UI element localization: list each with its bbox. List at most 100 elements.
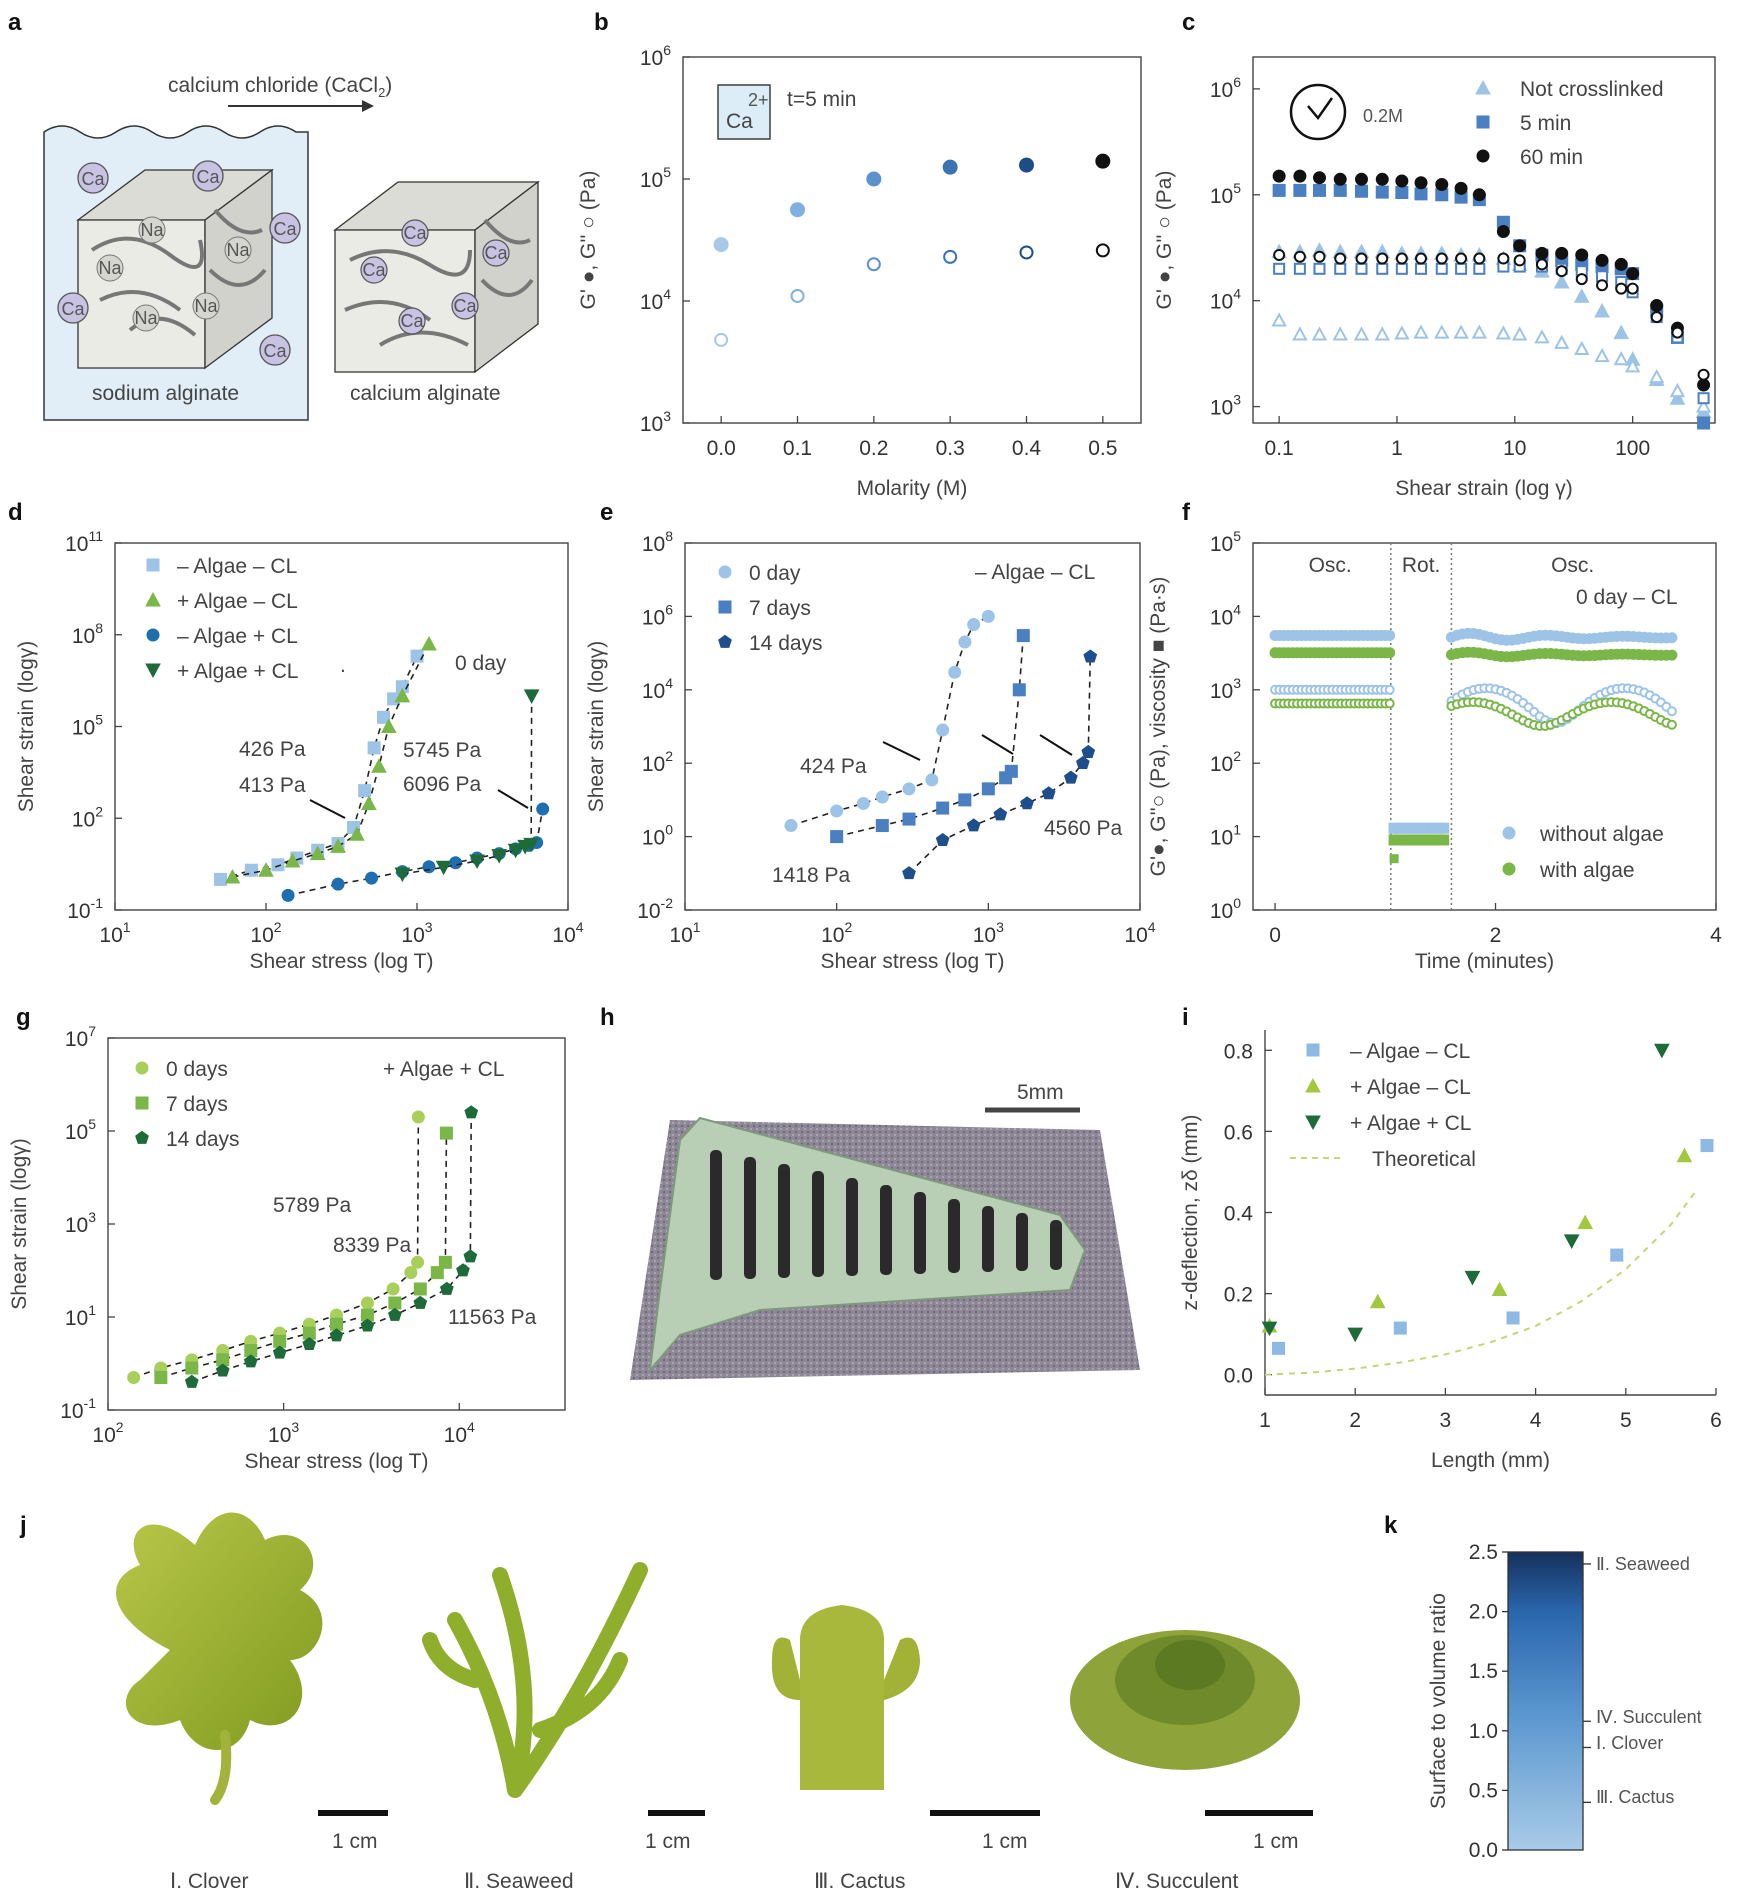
- c-point-storage: [1395, 174, 1409, 188]
- f-xlabel: Time (minutes): [1415, 950, 1554, 973]
- i-point: [1654, 1043, 1670, 1059]
- g-point: [413, 1282, 427, 1296]
- d-point: [435, 860, 452, 876]
- lattice-slots: [710, 1150, 1062, 1280]
- k-marker-label: Ⅲ. Cactus: [1596, 1787, 1674, 1807]
- d-point: [410, 649, 424, 663]
- clover-photo: [116, 1512, 323, 1805]
- c-point-loss: [1376, 262, 1389, 275]
- i-xtick-label: 1: [1259, 1409, 1271, 1432]
- c-point-loss: [1332, 326, 1348, 341]
- e-fit-line: [908, 656, 1092, 874]
- lattice-slot: [846, 1178, 858, 1276]
- e-point: [925, 773, 939, 787]
- g-point: [302, 1336, 317, 1351]
- e-legend-label: 7 days: [749, 597, 811, 620]
- f-ytick-label: 105: [1210, 528, 1241, 556]
- d-point: [271, 858, 285, 872]
- calcium-ion-label: Ca: [196, 167, 220, 187]
- b-xtick-label: 0.0: [707, 437, 736, 460]
- d-legend-marker: [146, 628, 160, 642]
- i-ytick-label: 0.0: [1224, 1365, 1253, 1388]
- e-label-424: 424 Pa: [800, 755, 867, 778]
- i-xtick-label: 5: [1620, 1409, 1632, 1432]
- e-point: [981, 782, 995, 796]
- g-label-8339: 8339 Pa: [333, 1234, 412, 1257]
- c-point-loss: [1355, 262, 1368, 275]
- c-point-loss: [1513, 254, 1526, 267]
- d-ytick-label: 105: [72, 712, 103, 740]
- b-point-loss: [790, 288, 805, 303]
- lattice-slot: [778, 1164, 790, 1278]
- e-point: [830, 830, 844, 844]
- f-point-viscosity-noalgae: [1438, 822, 1450, 834]
- c-clock-icon: [1289, 83, 1347, 141]
- g-point: [127, 1370, 141, 1384]
- sodium-ion: [192, 292, 220, 320]
- i-point: [1261, 1321, 1278, 1337]
- d-legend-label: + Algae + CL: [177, 660, 298, 683]
- d-xtick-label: 103: [401, 919, 432, 947]
- e-point: [1004, 764, 1018, 778]
- c-point-storage: [1595, 253, 1609, 267]
- c-point-storage: [1375, 185, 1389, 199]
- calcium-ion-label: Ca: [61, 299, 85, 319]
- k-ytick-label: 2.5: [1469, 1541, 1498, 1564]
- d-fit-line: [402, 695, 533, 875]
- g-point: [272, 1345, 287, 1359]
- c-point-storage: [1293, 169, 1307, 183]
- chart-b: 0.0 0.1 0.2 0.3 0.4 0.5 103 104 105 106 Molarity (…: [577, 42, 1142, 500]
- cactus-caption: Ⅲ. Cactus: [814, 1870, 906, 1893]
- e-point: [875, 790, 889, 804]
- seaweed-scale-label: 1 cm: [645, 1830, 691, 1853]
- i-legend-marker: [1306, 1043, 1320, 1057]
- d-point: [536, 802, 550, 816]
- panel-label-e: e: [600, 499, 613, 526]
- d-point: [491, 849, 507, 864]
- e-legend-label: 14 days: [749, 632, 823, 655]
- g-xtick-label: 102: [92, 1419, 123, 1447]
- f-point-loss-noalgae: [1384, 684, 1395, 695]
- f-point-loss-algae: [1666, 719, 1677, 730]
- c-point-storage: [1414, 176, 1428, 190]
- b-ytick-label: 104: [640, 286, 671, 314]
- b-ytick-label: 103: [640, 408, 671, 436]
- c-point-loss: [1497, 252, 1510, 265]
- c-point-loss: [1395, 262, 1408, 275]
- c-point-loss: [1334, 252, 1347, 265]
- i-xtick-label: 3: [1440, 1409, 1452, 1432]
- e-xtick-label: 102: [821, 919, 852, 947]
- c-point-storage: [1613, 324, 1630, 340]
- e-point: [948, 665, 962, 679]
- c-legend-label: 5 min: [1520, 112, 1571, 135]
- sodium-ion-label: Na: [226, 240, 250, 260]
- i-point: [1393, 1321, 1407, 1335]
- i-legend-label: Theoretical: [1372, 1148, 1476, 1171]
- g-annotation: + Algae + CL: [383, 1058, 504, 1081]
- panel-label-f: f: [1182, 499, 1191, 526]
- f-region-label: Rot.: [1402, 554, 1441, 577]
- bound-calcium-ion: [398, 307, 426, 335]
- d-point: [449, 856, 463, 870]
- i-point: [1464, 1270, 1481, 1286]
- e-xtick-label: 101: [669, 919, 700, 947]
- e-point: [958, 793, 972, 807]
- calcium-ion-label: Ca: [273, 219, 297, 239]
- d-xtick-label: 104: [552, 919, 583, 947]
- i-legend-marker: [1305, 1115, 1321, 1131]
- chart-i: 1 2 3 4 5 6 0.0 0.2 0.4 0.6 0.8 Length (mm) z-deflec…: [1179, 1030, 1722, 1472]
- c-clock-hands-icon: [1307, 97, 1334, 121]
- chart-d: 101 102 103 104 10-1 102 105 108 1011 Shear stres…: [15, 528, 584, 973]
- calcium-ion: [77, 162, 109, 194]
- f-point-storage-algae: [1666, 649, 1678, 661]
- c-point-loss: [1554, 334, 1570, 349]
- succulent-scale-label: 1 cm: [1253, 1830, 1299, 1853]
- e-point: [875, 819, 889, 833]
- e-fit-line: [836, 635, 1025, 838]
- lattice-slot: [710, 1150, 722, 1280]
- f-point-loss-algae: [1384, 698, 1395, 709]
- f-point-storage-algae: [1384, 647, 1396, 659]
- d-point: [309, 845, 326, 861]
- b-annotation: t=5 min: [787, 88, 856, 111]
- c-point-loss: [1311, 326, 1328, 341]
